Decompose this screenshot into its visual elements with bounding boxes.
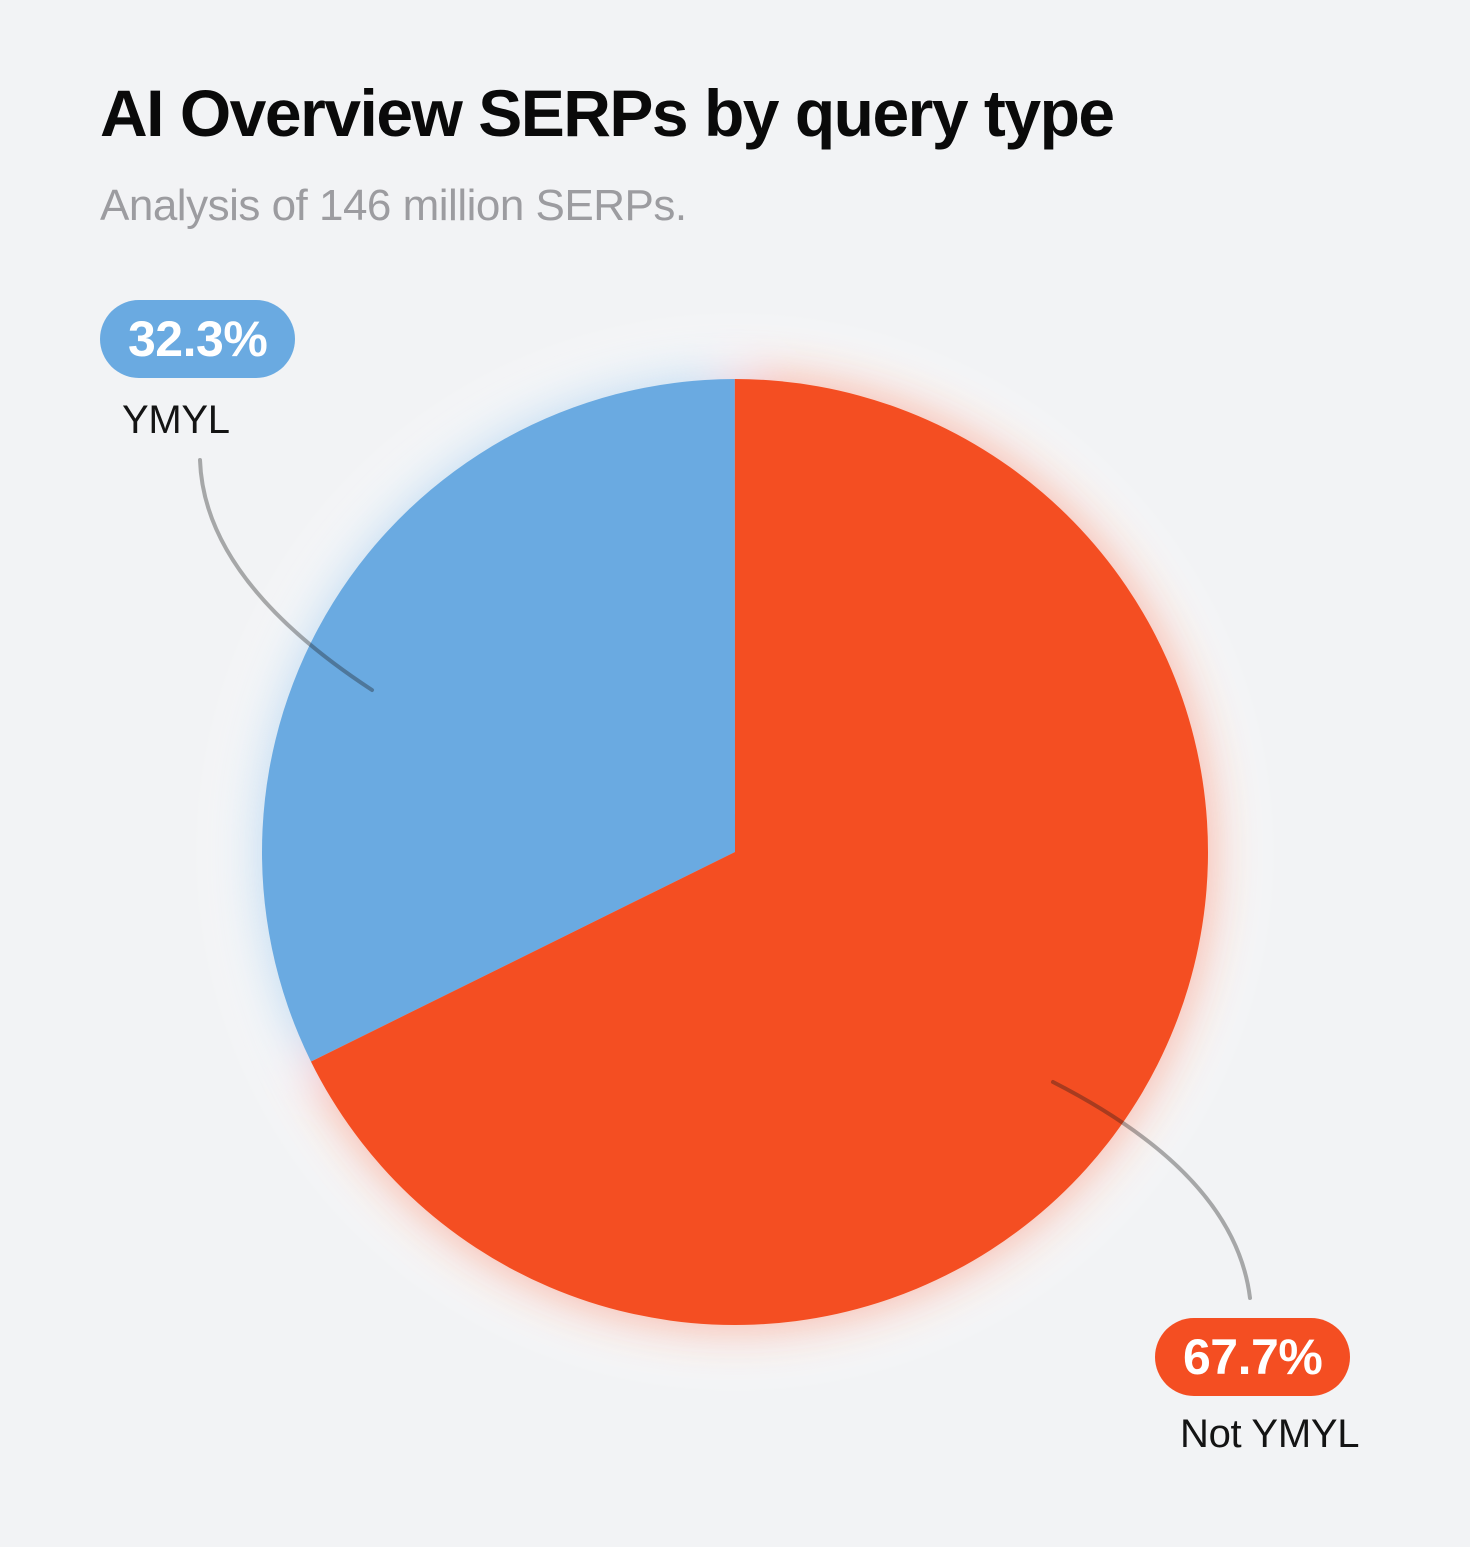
- pie-slices: [261, 379, 1208, 1325]
- page-subtitle: Analysis of 146 million SERPs.: [100, 181, 687, 230]
- pie-slice-not-ymyl: [310, 379, 1208, 1325]
- leader-line-not-ymyl: [1051, 1080, 1252, 1300]
- value-badge-ymyl: 32.3%: [100, 300, 296, 378]
- slice-label-ymyl: YMYL: [122, 398, 230, 442]
- leader-line-ymyl: [198, 458, 374, 692]
- page-title: AI Overview SERPs by query type: [100, 76, 1115, 150]
- pie-slice-ymyl: [261, 379, 735, 1062]
- slice-label-not-ymyl: Not YMYL: [1180, 1412, 1360, 1456]
- value-badge-not-ymyl: 67.7%: [1155, 1318, 1351, 1396]
